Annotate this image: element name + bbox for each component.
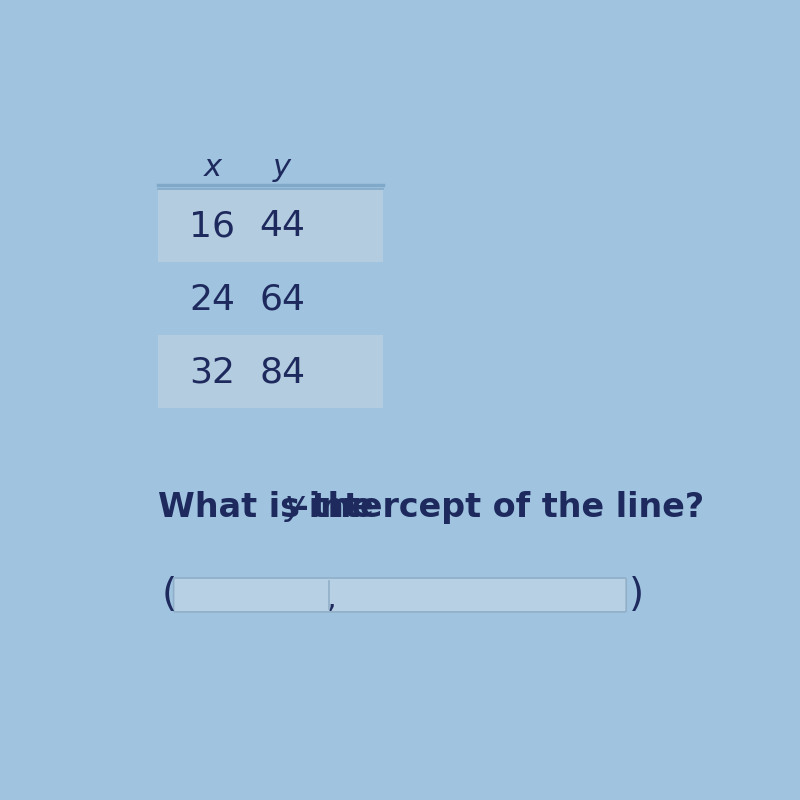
Text: 32: 32 bbox=[190, 356, 235, 390]
Text: (: ( bbox=[162, 576, 177, 614]
Text: 84: 84 bbox=[259, 356, 305, 390]
Text: -intercept of the line?: -intercept of the line? bbox=[294, 491, 704, 525]
Text: $y$: $y$ bbox=[284, 491, 306, 525]
Bar bbox=[158, 188, 383, 262]
Text: ): ) bbox=[629, 576, 644, 614]
Text: 44: 44 bbox=[259, 210, 305, 243]
Text: 16: 16 bbox=[190, 210, 235, 243]
Text: What is the: What is the bbox=[158, 491, 386, 525]
Text: ,: , bbox=[327, 583, 337, 613]
Text: y: y bbox=[273, 153, 291, 182]
Text: 64: 64 bbox=[259, 282, 305, 317]
Text: 24: 24 bbox=[190, 282, 235, 317]
Bar bbox=[158, 334, 383, 408]
Text: x: x bbox=[203, 153, 222, 182]
FancyBboxPatch shape bbox=[174, 578, 626, 612]
